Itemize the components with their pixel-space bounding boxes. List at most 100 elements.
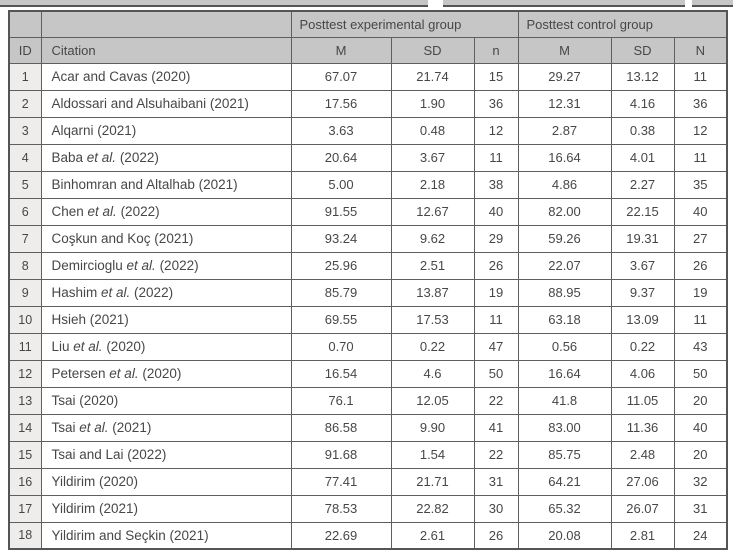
col-header-citation: Citation xyxy=(40,36,292,64)
ctrl-sd-cell: 2.81 xyxy=(610,521,675,550)
ctrl-m-cell: 63.18 xyxy=(517,305,612,334)
ctrl-m-cell: 12.31 xyxy=(517,89,612,118)
ctrl-n-cell: 27 xyxy=(673,224,728,253)
ctrl-m-cell: 0.56 xyxy=(517,332,612,361)
table-row: 13 Tsai (2020) 76.1 12.05 22 41.8 11.05 20 xyxy=(8,386,728,415)
exp-n-cell: 22 xyxy=(473,386,519,415)
ctrl-m-cell: 2.87 xyxy=(517,116,612,145)
exp-m-cell: 78.53 xyxy=(290,494,392,523)
ctrl-n-cell: 40 xyxy=(673,197,728,226)
exp-n-cell: 26 xyxy=(473,521,519,550)
exp-m-cell: 16.54 xyxy=(290,359,392,388)
exp-n-cell: 15 xyxy=(473,62,519,91)
col-header-id: ID xyxy=(8,36,42,64)
exp-m-cell: 67.07 xyxy=(290,62,392,91)
exp-m-cell: 3.63 xyxy=(290,116,392,145)
ctrl-sd-cell: 19.31 xyxy=(610,224,675,253)
col-header-exp-m: M xyxy=(290,36,392,64)
ctrl-n-cell: 43 xyxy=(673,332,728,361)
citation-cell: Acar and Cavas (2020) xyxy=(40,62,292,91)
group-header-experimental: Posttest experimental group xyxy=(290,10,519,38)
exp-m-cell: 20.64 xyxy=(290,143,392,172)
exp-m-cell: 0.70 xyxy=(290,332,392,361)
exp-n-cell: 11 xyxy=(473,305,519,334)
ctrl-m-cell: 82.00 xyxy=(517,197,612,226)
ctrl-n-cell: 36 xyxy=(673,89,728,118)
table-row: 6 Chen et al. (2022) 91.55 12.67 40 82.00 22.1… xyxy=(8,197,728,226)
citation-cell: Baba et al. (2022) xyxy=(40,143,292,172)
ctrl-m-cell: 41.8 xyxy=(517,386,612,415)
exp-m-cell: 91.68 xyxy=(290,440,392,469)
ctrl-sd-cell: 13.09 xyxy=(610,305,675,334)
exp-n-cell: 26 xyxy=(473,251,519,280)
exp-m-cell: 76.1 xyxy=(290,386,392,415)
results-table: Posttest experimental group Posttest con… xyxy=(8,10,729,550)
citation-cell: Demircioglu et al. (2022) xyxy=(40,251,292,280)
id-cell: 1 xyxy=(8,62,42,91)
ctrl-sd-cell: 4.06 xyxy=(610,359,675,388)
exp-n-cell: 40 xyxy=(473,197,519,226)
ctrl-n-cell: 31 xyxy=(673,494,728,523)
ctrl-sd-cell: 11.36 xyxy=(610,413,675,442)
exp-sd-cell: 13.87 xyxy=(390,278,475,307)
exp-n-cell: 47 xyxy=(473,332,519,361)
ctrl-n-cell: 11 xyxy=(673,143,728,172)
table-row: 16 Yildirim (2020) 77.41 21.71 31 64.21 27.06 3… xyxy=(8,467,728,496)
blank-header-citation xyxy=(40,10,292,38)
table-row: 17 Yildirim (2021) 78.53 22.82 30 65.32 26.07 3… xyxy=(8,494,728,523)
exp-m-cell: 86.58 xyxy=(290,413,392,442)
exp-sd-cell: 2.51 xyxy=(390,251,475,280)
exp-sd-cell: 22.82 xyxy=(390,494,475,523)
exp-sd-cell: 12.67 xyxy=(390,197,475,226)
ctrl-sd-cell: 11.05 xyxy=(610,386,675,415)
id-cell: 3 xyxy=(8,116,42,145)
ctrl-n-cell: 11 xyxy=(673,305,728,334)
table-row: 8 Demircioglu et al. (2022) 25.96 2.51 26 22.… xyxy=(8,251,728,280)
exp-n-cell: 30 xyxy=(473,494,519,523)
table-row: 9 Hashim et al. (2022) 85.79 13.87 19 88.95 9.… xyxy=(8,278,728,307)
exp-sd-cell: 2.18 xyxy=(390,170,475,199)
id-cell: 16 xyxy=(8,467,42,496)
id-cell: 15 xyxy=(8,440,42,469)
ctrl-m-cell: 64.21 xyxy=(517,467,612,496)
table-row: 3 Alqarni (2021) 3.63 0.48 12 2.87 0.38 12 xyxy=(8,116,728,145)
citation-cell: Coşkun and Koç (2021) xyxy=(40,224,292,253)
exp-sd-cell: 2.61 xyxy=(390,521,475,550)
cropped-row-above xyxy=(0,0,733,9)
table-row: 5 Binhomran and Altalhab (2021) 5.00 2.18 38… xyxy=(8,170,728,199)
citation-cell: Alqarni (2021) xyxy=(40,116,292,145)
ctrl-sd-cell: 3.67 xyxy=(610,251,675,280)
column-header-row: ID Citation M SD n M SD N xyxy=(8,36,728,64)
ctrl-n-cell: 35 xyxy=(673,170,728,199)
exp-m-cell: 77.41 xyxy=(290,467,392,496)
ctrl-m-cell: 4.86 xyxy=(517,170,612,199)
col-header-ctrl-sd: SD xyxy=(610,36,675,64)
ctrl-sd-cell: 0.38 xyxy=(610,116,675,145)
exp-sd-cell: 1.90 xyxy=(390,89,475,118)
citation-cell: Tsai and Lai (2022) xyxy=(40,440,292,469)
exp-sd-cell: 21.71 xyxy=(390,467,475,496)
group-header-row: Posttest experimental group Posttest con… xyxy=(8,10,728,38)
ctrl-n-cell: 40 xyxy=(673,413,728,442)
id-cell: 18 xyxy=(8,521,42,550)
citation-cell: Chen et al. (2022) xyxy=(40,197,292,226)
citation-cell: Petersen et al. (2020) xyxy=(40,359,292,388)
ctrl-m-cell: 22.07 xyxy=(517,251,612,280)
exp-n-cell: 36 xyxy=(473,89,519,118)
exp-m-cell: 22.69 xyxy=(290,521,392,550)
id-cell: 17 xyxy=(8,494,42,523)
citation-cell: Hashim et al. (2022) xyxy=(40,278,292,307)
exp-sd-cell: 3.67 xyxy=(390,143,475,172)
col-header-ctrl-n: N xyxy=(673,36,728,64)
ctrl-m-cell: 88.95 xyxy=(517,278,612,307)
ctrl-sd-cell: 4.16 xyxy=(610,89,675,118)
table-body: 1 Acar and Cavas (2020) 67.07 21.74 15 29.27 1… xyxy=(8,62,728,550)
id-cell: 8 xyxy=(8,251,42,280)
citation-cell: Yildirim and Seçkin (2021) xyxy=(40,521,292,550)
ctrl-m-cell: 29.27 xyxy=(517,62,612,91)
exp-n-cell: 38 xyxy=(473,170,519,199)
id-cell: 5 xyxy=(8,170,42,199)
ctrl-sd-cell: 26.07 xyxy=(610,494,675,523)
exp-n-cell: 12 xyxy=(473,116,519,145)
citation-cell: Liu et al. (2020) xyxy=(40,332,292,361)
